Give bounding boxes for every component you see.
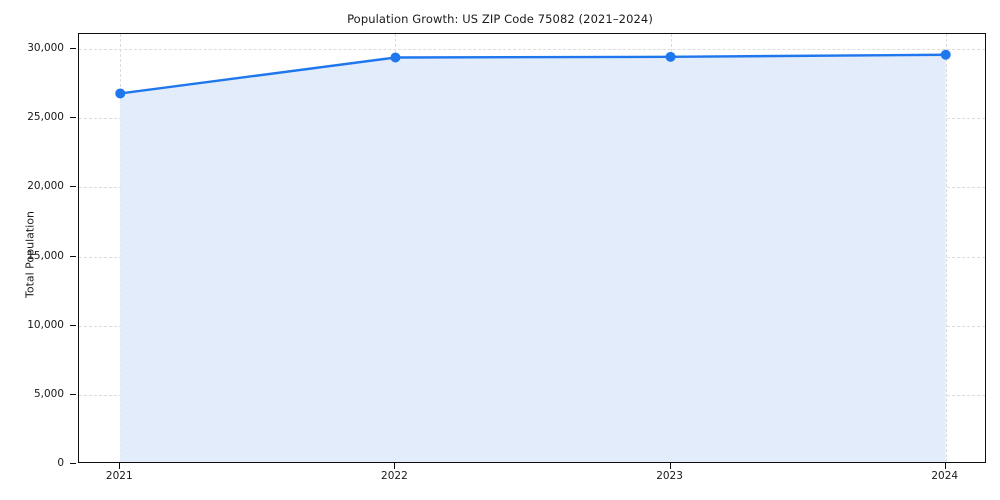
- y-axis-tick-mark: [70, 463, 76, 464]
- chart-title: Population Growth: US ZIP Code 75082 (20…: [347, 12, 653, 26]
- y-axis-tick-mark: [70, 324, 76, 326]
- data-series-area-line: [115, 49, 951, 462]
- series-area-fill: [120, 54, 946, 462]
- x-axis-tick-label: 2024: [931, 470, 959, 482]
- x-axis-tick-mark: [669, 463, 671, 469]
- y-axis-tick-label: 15,000: [27, 249, 64, 262]
- x-axis-tick-mark: [944, 463, 946, 469]
- y-axis-tick-mark: [70, 117, 76, 119]
- y-axis-tick-label: 30,000: [27, 42, 64, 55]
- y-axis-tick-mark: [70, 393, 76, 395]
- gridline-horizontal: [79, 49, 985, 51]
- data-point-marker: [390, 52, 401, 63]
- x-axis-tick-mark: [394, 463, 396, 469]
- plot-area: [78, 33, 986, 463]
- y-axis-tick-mark: [70, 48, 76, 50]
- x-axis-tick-label: 2021: [105, 470, 133, 482]
- y-axis-tick-label: 25,000: [27, 111, 64, 124]
- x-axis-tick-label: 2023: [656, 470, 683, 482]
- y-axis-tick-mark: [70, 255, 76, 257]
- data-point-marker: [940, 49, 951, 60]
- y-axis-tick-mark: [70, 186, 76, 188]
- series-line: [119, 53, 947, 95]
- y-axis-tick-label: 20,000: [27, 180, 64, 193]
- y-axis-tick-label: 0: [57, 457, 64, 469]
- data-point-marker: [665, 51, 676, 62]
- x-axis-tick-label: 2022: [381, 470, 408, 482]
- x-axis-tick-mark: [119, 463, 121, 469]
- y-axis-tick-label: 10,000: [27, 318, 64, 331]
- gridline-vertical: [945, 34, 947, 462]
- y-axis-tick-label: 5,000: [33, 387, 64, 400]
- y-axis-tick-labels: 0 5,000 10,000 15,000 20,000 25,000 30,000: [0, 0, 64, 500]
- data-point-marker: [115, 88, 126, 99]
